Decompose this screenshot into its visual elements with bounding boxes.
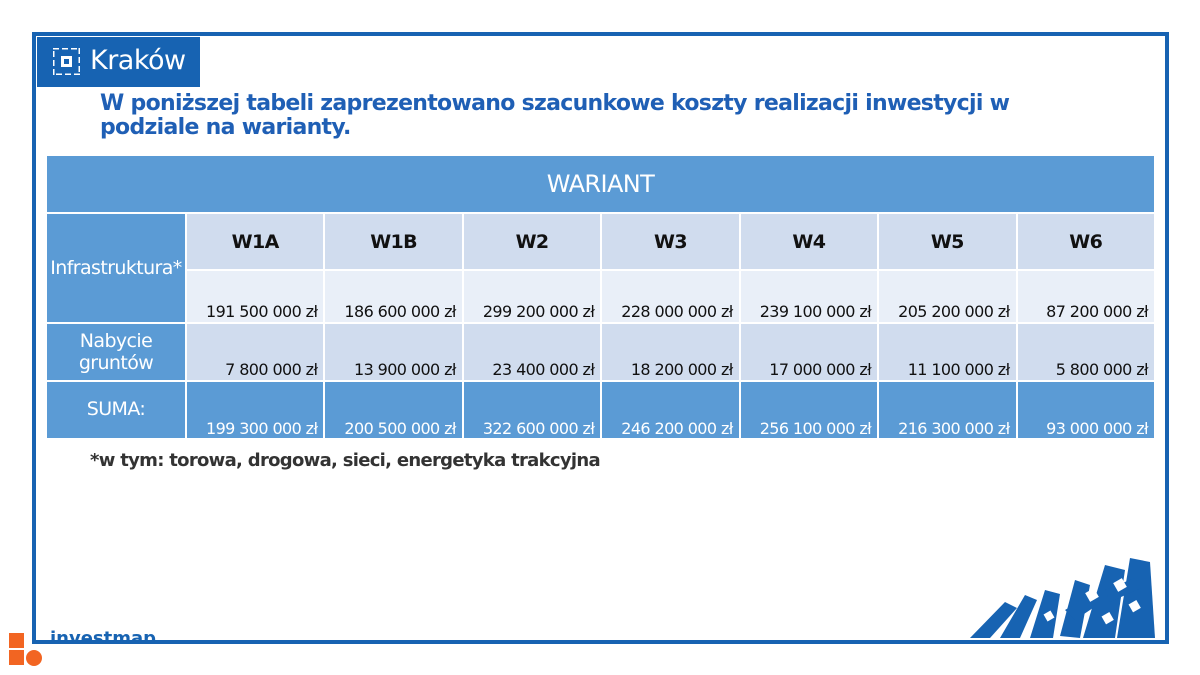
sum-cost: 93 000 000 zł (1015, 380, 1157, 440)
infrastructure-cost: 299 200 000 zł (461, 269, 603, 324)
land-cost: 18 200 000 zł (600, 322, 741, 382)
page-heading: W poniższej tabeli zaprezentowano szacun… (100, 91, 1010, 140)
row-label-infrastructure: Infrastruktura* (45, 212, 187, 324)
land-cost: 7 800 000 zł (184, 322, 326, 382)
variant-label: W2 (461, 212, 603, 271)
sum-cost: 322 600 000 zł (461, 380, 603, 440)
table-row: SUMA: 199 300 000 zł 200 500 000 zł 322 … (45, 380, 1157, 440)
infrastructure-cost: 239 100 000 zł (738, 269, 880, 324)
table-row: Nabycie gruntów 7 800 000 zł 13 900 000 … (45, 322, 1157, 382)
sum-cost: 199 300 000 zł (184, 380, 326, 440)
cost-table: WARIANT Infrastruktura* W1A W1B W2 W3 W4… (45, 154, 1157, 440)
variant-label: W1B (323, 212, 464, 271)
row-label-sum: SUMA: (45, 380, 187, 440)
variant-label: W4 (738, 212, 880, 271)
variant-label: W3 (600, 212, 741, 271)
variant-header: WARIANT (45, 154, 1156, 214)
watermark-text: investmap (50, 628, 157, 642)
infrastructure-cost: 191 500 000 zł (184, 269, 326, 324)
row-label-land: Nabycie gruntów (45, 322, 187, 382)
infrastructure-cost: 228 000 000 zł (600, 269, 741, 324)
land-cost: 23 400 000 zł (461, 322, 603, 382)
krakow-logo: Kraków (37, 37, 200, 87)
investmap-logo-icon (9, 633, 42, 666)
infrastructure-cost: 186 600 000 zł (323, 269, 464, 324)
sum-cost: 246 200 000 zł (600, 380, 741, 440)
infrastructure-cost: 205 200 000 zł (877, 269, 1018, 324)
variant-label: W6 (1015, 212, 1157, 271)
variant-label: W1A (184, 212, 326, 271)
sum-cost: 200 500 000 zł (323, 380, 464, 440)
infrastructure-cost: 87 200 000 zł (1015, 269, 1157, 324)
sum-cost: 216 300 000 zł (877, 380, 1018, 440)
land-cost: 5 800 000 zł (1015, 322, 1157, 382)
krakow-logo-icon (53, 48, 80, 75)
land-cost: 11 100 000 zł (877, 322, 1018, 382)
logo-name: Kraków (90, 45, 186, 76)
variant-label: W5 (877, 212, 1018, 271)
table-row: 191 500 000 zł 186 600 000 zł 299 200 00… (46, 269, 1157, 324)
land-cost: 17 000 000 zł (738, 322, 880, 382)
footnote: *w tym: torowa, drogowa, sieci, energety… (90, 450, 601, 471)
land-cost: 13 900 000 zł (323, 322, 464, 382)
decorative-pattern (970, 558, 1155, 638)
sum-cost: 256 100 000 zł (738, 380, 880, 440)
